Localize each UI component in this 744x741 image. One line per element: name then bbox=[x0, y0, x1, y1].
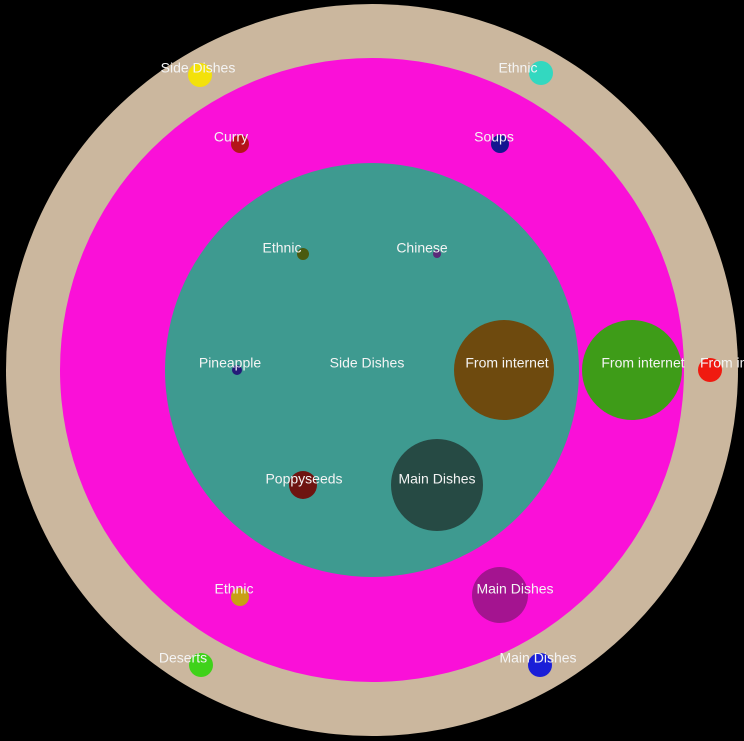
middle-node-main-dishes[interactable]: Main Dishes bbox=[472, 567, 554, 623]
middle-node-ethnic-label: Ethnic bbox=[215, 581, 254, 597]
middle-node-from-internet-dot bbox=[582, 320, 682, 420]
outer-node-deserts-label: Deserts bbox=[159, 650, 207, 666]
outer-node-deserts-dot bbox=[189, 653, 213, 677]
inner-node-pineapple-label: Pineapple bbox=[199, 355, 261, 371]
outer-node-main-dishes-label: Main Dishes bbox=[499, 650, 576, 666]
outer-node-ethnic-label: Ethnic bbox=[499, 60, 538, 76]
outer-node-side-dishes-dot bbox=[188, 63, 212, 87]
inner-node-ethnic[interactable]: Ethnic bbox=[263, 240, 309, 260]
outer-node-from-internet-label: From internet bbox=[700, 355, 744, 371]
middle-node-soups-label: Soups bbox=[474, 129, 514, 145]
middle-node-from-internet[interactable]: From internet bbox=[582, 320, 685, 420]
middle-node-main-dishes-label: Main Dishes bbox=[476, 581, 553, 597]
middle-node-from-internet-label: From internet bbox=[601, 355, 684, 371]
outer-node-side-dishes[interactable]: Side Dishes bbox=[161, 60, 236, 87]
outer-node-deserts[interactable]: Deserts bbox=[159, 650, 213, 677]
inner-node-ethnic-label: Ethnic bbox=[263, 240, 302, 256]
outer-node-from-internet[interactable]: From internet bbox=[698, 355, 744, 382]
middle-node-curry-label: Curry bbox=[214, 129, 248, 145]
inner-node-main-dishes-label: Main Dishes bbox=[398, 471, 475, 487]
middle-node-curry[interactable]: Curry bbox=[214, 129, 249, 153]
inner-node-from-internet[interactable]: From internet bbox=[454, 320, 554, 420]
inner-node-chinese-label: Chinese bbox=[396, 240, 448, 256]
inner-node-poppyseeds-label: Poppyseeds bbox=[265, 471, 342, 487]
inner-node-poppyseeds-dot bbox=[289, 471, 317, 499]
outer-node-main-dishes[interactable]: Main Dishes bbox=[499, 650, 577, 677]
middle-node-curry-dot bbox=[231, 135, 249, 153]
inner-center-label-side-dishes: Side Dishes bbox=[330, 355, 405, 371]
inner-node-pineapple[interactable]: Pineapple bbox=[199, 355, 261, 375]
inner-node-from-internet-dot bbox=[454, 320, 554, 420]
middle-node-main-dishes-dot bbox=[472, 567, 528, 623]
middle-node-ethnic-dot bbox=[231, 588, 249, 606]
outer-node-from-internet-dot bbox=[698, 358, 722, 382]
inner-node-from-internet-label: From internet bbox=[465, 355, 548, 371]
inner-node-ethnic-dot bbox=[297, 248, 309, 260]
inner-node-main-dishes[interactable]: Main Dishes bbox=[391, 439, 483, 531]
middle-node-soups-dot bbox=[491, 135, 509, 153]
inner-node-pineapple-dot bbox=[232, 365, 242, 375]
inner-node-chinese[interactable]: Chinese bbox=[396, 240, 448, 258]
inner-node-poppyseeds[interactable]: Poppyseeds bbox=[265, 471, 343, 499]
outer-node-side-dishes-label: Side Dishes bbox=[161, 60, 236, 76]
middle-node-ethnic[interactable]: Ethnic bbox=[215, 581, 254, 606]
outer-node-ethnic-dot bbox=[529, 61, 553, 85]
inner-node-main-dishes-dot bbox=[391, 439, 483, 531]
outer-node-ethnic[interactable]: Ethnic bbox=[499, 60, 553, 85]
middle-node-soups[interactable]: Soups bbox=[474, 129, 514, 153]
inner-node-chinese-dot bbox=[433, 250, 441, 258]
outer-node-main-dishes-dot bbox=[528, 653, 552, 677]
